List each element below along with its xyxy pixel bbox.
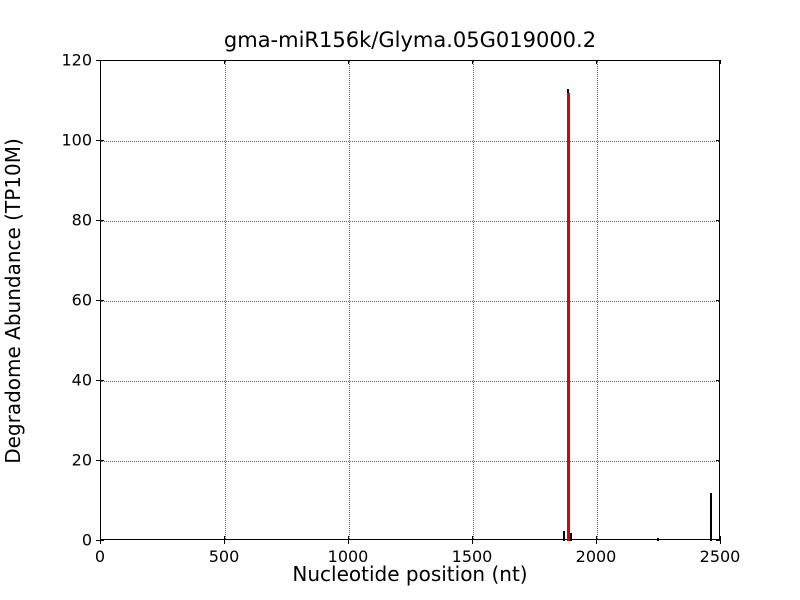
y-gridline [101, 380, 719, 382]
x-tick-mark-top [223, 60, 225, 64]
x-tick-mark [223, 536, 225, 544]
degradome-bar [657, 537, 659, 541]
x-tick-mark [595, 536, 597, 544]
x-tick-label: 500 [208, 547, 240, 566]
y-tick-mark-right [716, 59, 720, 61]
degradome-bar [570, 533, 572, 541]
x-tick-mark-top [99, 60, 101, 64]
y-tick-mark-right [716, 379, 720, 381]
y-tick-mark [96, 59, 104, 61]
x-gridline [472, 61, 474, 539]
y-gridline [101, 220, 719, 222]
x-axis-label: Nucleotide position (nt) [292, 562, 528, 586]
y-tick-mark-right [716, 299, 720, 301]
y-axis-label: Degradome Abundance (TP10M) [1, 138, 25, 464]
y-tick-label: 80 [71, 210, 92, 230]
x-tick-mark [471, 536, 473, 544]
y-tick-mark-right [716, 459, 720, 461]
y-tick-mark-right [716, 539, 720, 541]
y-tick-mark [96, 459, 104, 461]
x-tick-label: 1000 [327, 547, 369, 566]
x-tick-mark-top [471, 60, 473, 64]
x-tick-mark-top [347, 60, 349, 64]
y-tick-label: 40 [71, 370, 92, 390]
plot-area [100, 60, 720, 541]
cleavage-site-bar [567, 93, 570, 541]
x-gridline [348, 61, 350, 539]
y-tick-label: 60 [71, 290, 92, 310]
y-gridline [101, 300, 719, 302]
y-tick-mark [96, 379, 104, 381]
chart-title: gma-miR156k/Glyma.05G019000.2 [223, 28, 597, 52]
x-tick-label: 1500 [451, 547, 493, 566]
x-tick-label: 2000 [575, 547, 617, 566]
x-tick-mark-top [719, 60, 721, 64]
x-tick-mark-top [595, 60, 597, 64]
y-tick-mark [96, 139, 104, 141]
x-tick-label: 0 [94, 547, 106, 566]
y-tick-label: 120 [61, 50, 92, 70]
x-gridline [596, 61, 598, 539]
x-gridline [224, 61, 226, 539]
y-tick-mark [96, 299, 104, 301]
y-tick-label: 0 [81, 530, 92, 550]
x-tick-label: 2500 [699, 547, 741, 566]
y-gridline [101, 460, 719, 462]
y-gridline [101, 140, 719, 142]
y-tick-label: 20 [71, 450, 92, 470]
y-tick-mark [96, 219, 104, 221]
y-tick-mark-right [716, 139, 720, 141]
degradome-bar [563, 531, 565, 541]
y-tick-mark-right [716, 219, 720, 221]
y-tick-mark [96, 539, 104, 541]
y-tick-label: 100 [61, 130, 92, 150]
x-tick-mark [347, 536, 349, 544]
degradome-bar [710, 493, 712, 541]
x-tick-mark [719, 536, 721, 544]
